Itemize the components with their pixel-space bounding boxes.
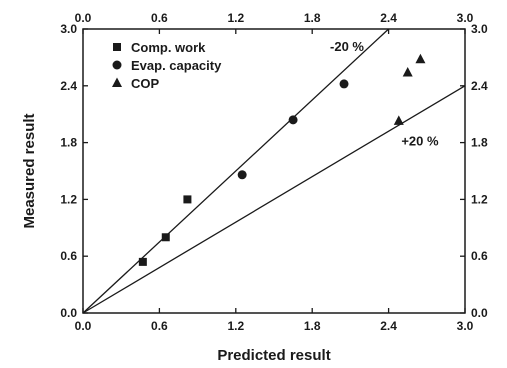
y-tick-label-left: 0.6 bbox=[60, 249, 77, 263]
x-tick-label-top: 1.8 bbox=[304, 11, 321, 25]
line-annotations: -20 % +20 % bbox=[330, 39, 439, 149]
minus-20-label: -20 % bbox=[330, 39, 364, 54]
legend-marker-square bbox=[113, 43, 121, 51]
x-tick-label-bottom: 1.2 bbox=[227, 319, 244, 333]
y-tick-label-right: 0.6 bbox=[471, 249, 488, 263]
y-tick-label-right: 0.0 bbox=[471, 306, 488, 320]
y-axis-title: Measured result bbox=[21, 113, 38, 228]
y-tick-label-right: 2.4 bbox=[471, 79, 488, 93]
tick-labels: 0.00.00.60.61.21.21.81.82.42.43.03.00.0 0… bbox=[60, 11, 488, 333]
data-point-circle bbox=[288, 115, 298, 125]
x-tick-label-bottom: 0.6 bbox=[151, 319, 168, 333]
data-point-square bbox=[183, 195, 192, 204]
x-tick-label-bottom: 3.0 bbox=[457, 319, 474, 333]
data-point-square bbox=[161, 233, 170, 242]
y-tick-label-left: 1.2 bbox=[60, 192, 77, 206]
plus-20-line bbox=[82, 85, 466, 314]
plus-20-label: +20 % bbox=[401, 133, 439, 148]
y-tick-label-left: 3.0 bbox=[60, 22, 77, 36]
legend-marker-circle bbox=[112, 60, 122, 70]
data-point-square bbox=[138, 257, 147, 266]
y-tick-label-left: 2.4 bbox=[60, 79, 77, 93]
legend-label: COP bbox=[131, 76, 160, 91]
legend: Comp. work Evap. capacity COP bbox=[112, 40, 222, 91]
y-tick-label-left: 0.0 bbox=[60, 306, 77, 320]
y-tick-label-left: 1.8 bbox=[60, 136, 77, 150]
x-tick-label-bottom: 2.4 bbox=[380, 319, 397, 333]
x-axis-title: Predicted result bbox=[217, 347, 330, 364]
data-points bbox=[138, 53, 426, 266]
x-tick-label-top: 0.6 bbox=[151, 11, 168, 25]
y-tick-label-right: 3.0 bbox=[471, 22, 488, 36]
data-point-circle bbox=[237, 170, 247, 180]
data-point-circle bbox=[339, 79, 349, 89]
legend-marker-triangle bbox=[112, 77, 122, 87]
y-tick-label-right: 1.8 bbox=[471, 136, 488, 150]
data-point-triangle bbox=[415, 53, 426, 64]
legend-label: Evap. capacity bbox=[131, 58, 222, 73]
data-point-triangle bbox=[393, 115, 404, 125]
x-tick-label-bottom: 0.0 bbox=[75, 319, 92, 333]
x-tick-label-top: 0.0 bbox=[75, 11, 92, 25]
minus-20-line bbox=[82, 28, 390, 314]
x-tick-label-top: 3.0 bbox=[457, 11, 474, 25]
x-tick-label-bottom: 1.8 bbox=[304, 319, 321, 333]
legend-label: Comp. work bbox=[131, 40, 206, 55]
y-tick-label-right: 1.2 bbox=[471, 192, 488, 206]
plot-frame bbox=[82, 28, 466, 314]
x-tick-label-top: 2.4 bbox=[380, 11, 397, 25]
x-tick-label-top: 1.2 bbox=[227, 11, 244, 25]
data-point-triangle bbox=[402, 67, 413, 77]
